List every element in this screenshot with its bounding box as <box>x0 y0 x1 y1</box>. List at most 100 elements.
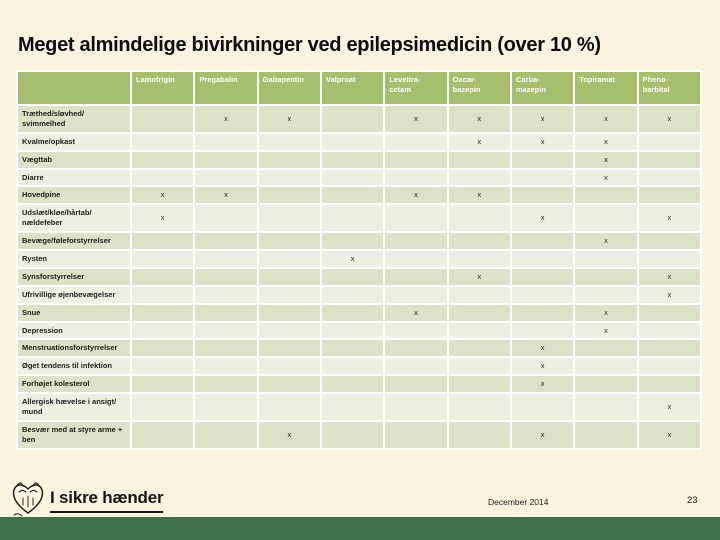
empty-cell <box>638 322 700 339</box>
mark-cell: x <box>511 376 574 393</box>
empty-cell <box>195 233 257 250</box>
empty-cell <box>258 304 320 321</box>
mark-cell: x <box>638 205 700 232</box>
mark-cell: x <box>132 205 194 232</box>
empty-cell <box>385 205 447 232</box>
empty-cell <box>385 376 447 393</box>
empty-cell <box>511 286 574 303</box>
table-row: Ufrivillige øjenbevægelser x <box>18 286 700 303</box>
empty-cell <box>385 151 447 168</box>
row-label: Synsforstyrrelser <box>18 268 130 285</box>
table-header: Lamotrigin Pregabalin Gabapentin Valproat Le… <box>18 72 700 104</box>
row-label: Ufrivillige øjenbevægelser <box>18 286 130 303</box>
row-label: Allergisk hævelse i ansigt/ mund <box>18 394 130 420</box>
column-header: Levetira- cetam <box>385 72 447 104</box>
empty-cell <box>638 304 700 321</box>
empty-cell <box>258 376 320 393</box>
empty-cell <box>258 394 320 420</box>
row-label: Forhøjet kolesterol <box>18 376 130 393</box>
empty-cell <box>638 187 700 204</box>
empty-cell <box>321 106 384 132</box>
footer-date: December 2014 <box>488 497 549 507</box>
empty-cell <box>448 151 510 168</box>
empty-cell <box>132 376 194 393</box>
row-label: Øget tendens til infektion <box>18 358 130 375</box>
logo-wordmark: I sikre hænder <box>50 488 164 513</box>
empty-cell <box>195 151 257 168</box>
table-row: Besvær med at styre arme + ben x x x <box>18 421 700 448</box>
empty-cell <box>511 169 574 186</box>
mark-cell: x <box>448 133 510 150</box>
table-row: Vægttab x <box>18 151 700 168</box>
empty-cell <box>258 133 320 150</box>
empty-cell <box>258 169 320 186</box>
empty-cell <box>385 251 447 267</box>
empty-cell <box>575 251 637 267</box>
table-body: Træthed/sløvhed/ svimmelhed x x x x x x x Kvalme… <box>18 106 700 448</box>
mark-cell: x <box>638 286 700 303</box>
empty-cell <box>511 394 574 420</box>
empty-cell <box>448 340 510 357</box>
empty-cell <box>321 151 384 168</box>
footer-bar <box>0 517 720 540</box>
empty-cell <box>195 133 257 150</box>
empty-cell <box>385 169 447 186</box>
empty-cell <box>448 376 510 393</box>
empty-cell <box>195 394 257 420</box>
hands-heart-logo-icon <box>12 482 44 517</box>
empty-cell <box>321 187 384 204</box>
empty-cell <box>195 358 257 375</box>
table-row: Hovedpine x x x x <box>18 187 700 204</box>
column-header: Lamotrigin <box>132 72 194 104</box>
empty-cell <box>321 376 384 393</box>
empty-cell <box>448 233 510 250</box>
column-header: Oxcar- bazepin <box>448 72 510 104</box>
empty-cell <box>448 169 510 186</box>
empty-cell <box>638 340 700 357</box>
empty-cell <box>132 133 194 150</box>
empty-cell <box>132 304 194 321</box>
mark-cell: x <box>638 106 700 132</box>
mark-cell: x <box>385 304 447 321</box>
empty-cell <box>511 233 574 250</box>
mark-cell: x <box>195 106 257 132</box>
side-effects-table-container: Lamotrigin Pregabalin Gabapentin Valproat Le… <box>16 70 702 450</box>
mark-cell: x <box>385 106 447 132</box>
empty-cell <box>132 322 194 339</box>
empty-cell <box>132 421 194 448</box>
empty-cell <box>575 376 637 393</box>
page-number: 23 <box>687 495 698 506</box>
mark-cell: x <box>511 205 574 232</box>
empty-cell <box>511 304 574 321</box>
empty-cell <box>258 151 320 168</box>
empty-cell <box>258 251 320 267</box>
empty-cell <box>385 322 447 339</box>
mark-cell: x <box>575 151 637 168</box>
empty-cell <box>638 133 700 150</box>
empty-cell <box>638 169 700 186</box>
empty-cell <box>448 205 510 232</box>
empty-cell <box>258 340 320 357</box>
row-label: Depression <box>18 322 130 339</box>
empty-cell <box>258 205 320 232</box>
mark-cell: x <box>511 133 574 150</box>
empty-cell <box>195 376 257 393</box>
empty-cell <box>132 169 194 186</box>
row-label: Besvær med at styre arme + ben <box>18 421 130 448</box>
table-row: Bevæge/føleforstyrrelser x <box>18 233 700 250</box>
empty-cell <box>132 151 194 168</box>
table-row: Depression x <box>18 322 700 339</box>
row-label: Snue <box>18 304 130 321</box>
empty-cell <box>321 358 384 375</box>
mark-cell: x <box>575 322 637 339</box>
mark-cell: x <box>575 233 637 250</box>
empty-cell <box>511 322 574 339</box>
empty-cell <box>321 268 384 285</box>
empty-cell <box>195 251 257 267</box>
mark-cell: x <box>575 106 637 132</box>
empty-cell <box>258 322 320 339</box>
empty-cell <box>258 286 320 303</box>
empty-cell <box>638 233 700 250</box>
empty-cell <box>258 358 320 375</box>
empty-cell <box>132 233 194 250</box>
